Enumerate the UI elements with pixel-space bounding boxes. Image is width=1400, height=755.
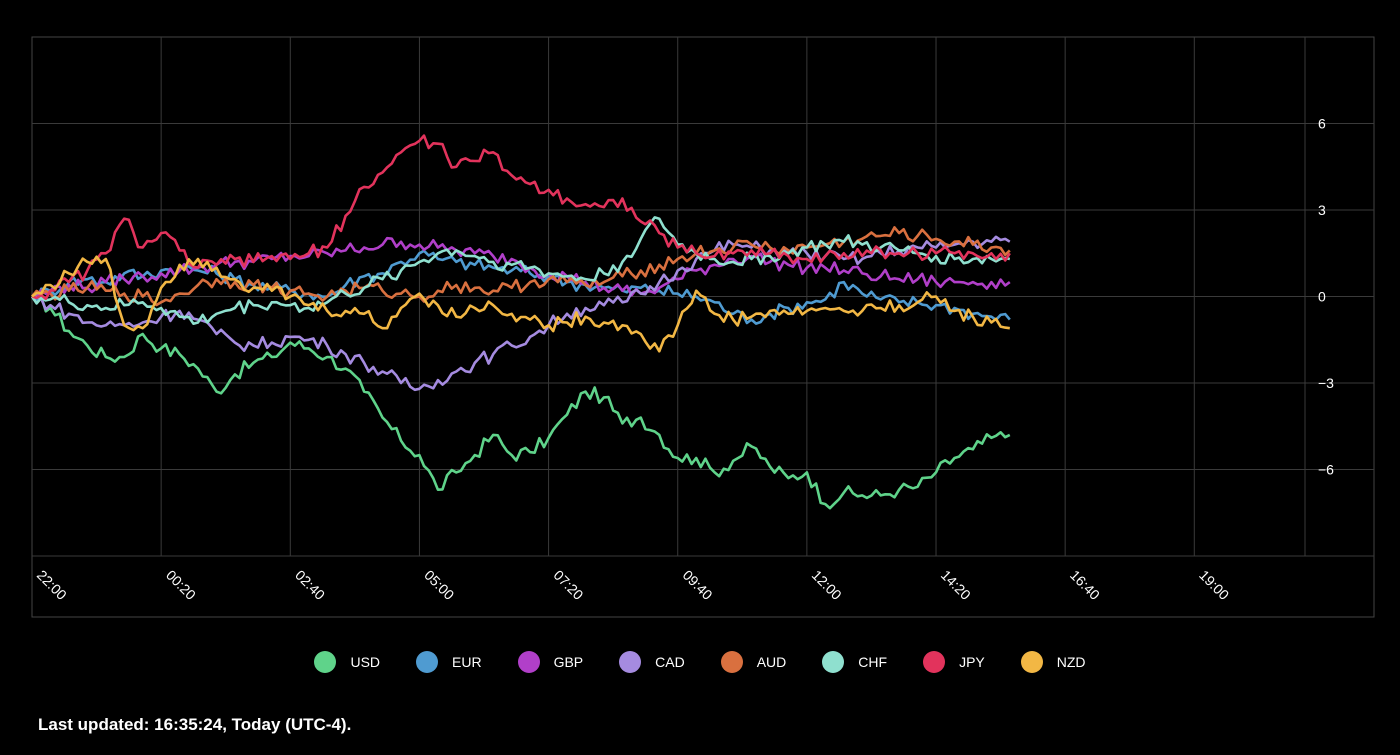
legend-item-eur[interactable]: EUR [416, 651, 482, 673]
legend-label: EUR [452, 654, 482, 670]
y-tick-label: −6 [1318, 462, 1334, 478]
series-line-usd [31, 292, 1011, 510]
series-line-eur [31, 249, 1011, 325]
legend-label: JPY [959, 654, 985, 670]
series-group [30, 134, 1011, 510]
legend-item-jpy[interactable]: JPY [923, 651, 985, 673]
last-updated-text: Last updated: 16:35:24, Today (UTC-4). [38, 715, 352, 734]
series-line-nzd [31, 255, 1010, 353]
legend-swatch-icon [822, 651, 845, 673]
legend-item-usd[interactable]: USD [314, 651, 380, 673]
y-axis: 6 3 0 −3 −6 [1318, 116, 1334, 478]
legend-item-nzd[interactable]: NZD [1020, 651, 1086, 673]
legend-swatch-icon [619, 651, 642, 673]
legend-label: USD [350, 654, 381, 670]
legend-item-chf[interactable]: CHF [822, 651, 887, 673]
legend-swatch-icon [923, 651, 946, 673]
legend-swatch-icon [720, 651, 743, 673]
series-line-gbp [31, 236, 1011, 299]
legend-item-cad[interactable]: CAD [619, 651, 685, 673]
legend-label: GBP [553, 654, 584, 670]
y-tick-label: 6 [1318, 116, 1326, 132]
legend-label: CHF [858, 654, 888, 670]
legend-swatch-icon [517, 651, 540, 673]
series-line-jpy [31, 134, 1011, 301]
legend-label: AUD [756, 654, 787, 670]
series-line-chf [30, 216, 1011, 326]
legend-item-aud[interactable]: AUD [720, 651, 787, 673]
chart-frame [31, 36, 1375, 618]
legend-swatch-icon [1020, 651, 1043, 673]
legend: USD EUR GBP CAD AUD CHF JPY NZD [0, 648, 1400, 676]
legend-label: CAD [655, 654, 685, 670]
legend-label: NZD [1056, 654, 1086, 670]
y-tick-label: 0 [1318, 289, 1326, 305]
currency-strength-chart: 630−3−6 22:00 00:20 02:40 05:00 07:20 09:40 12… [30, 36, 1375, 618]
y-tick-label: −3 [1318, 375, 1334, 391]
y-tick-label: 3 [1318, 202, 1326, 218]
legend-swatch-icon [416, 651, 439, 673]
legend-item-gbp[interactable]: GBP [517, 651, 584, 673]
legend-swatch-icon [314, 651, 337, 673]
